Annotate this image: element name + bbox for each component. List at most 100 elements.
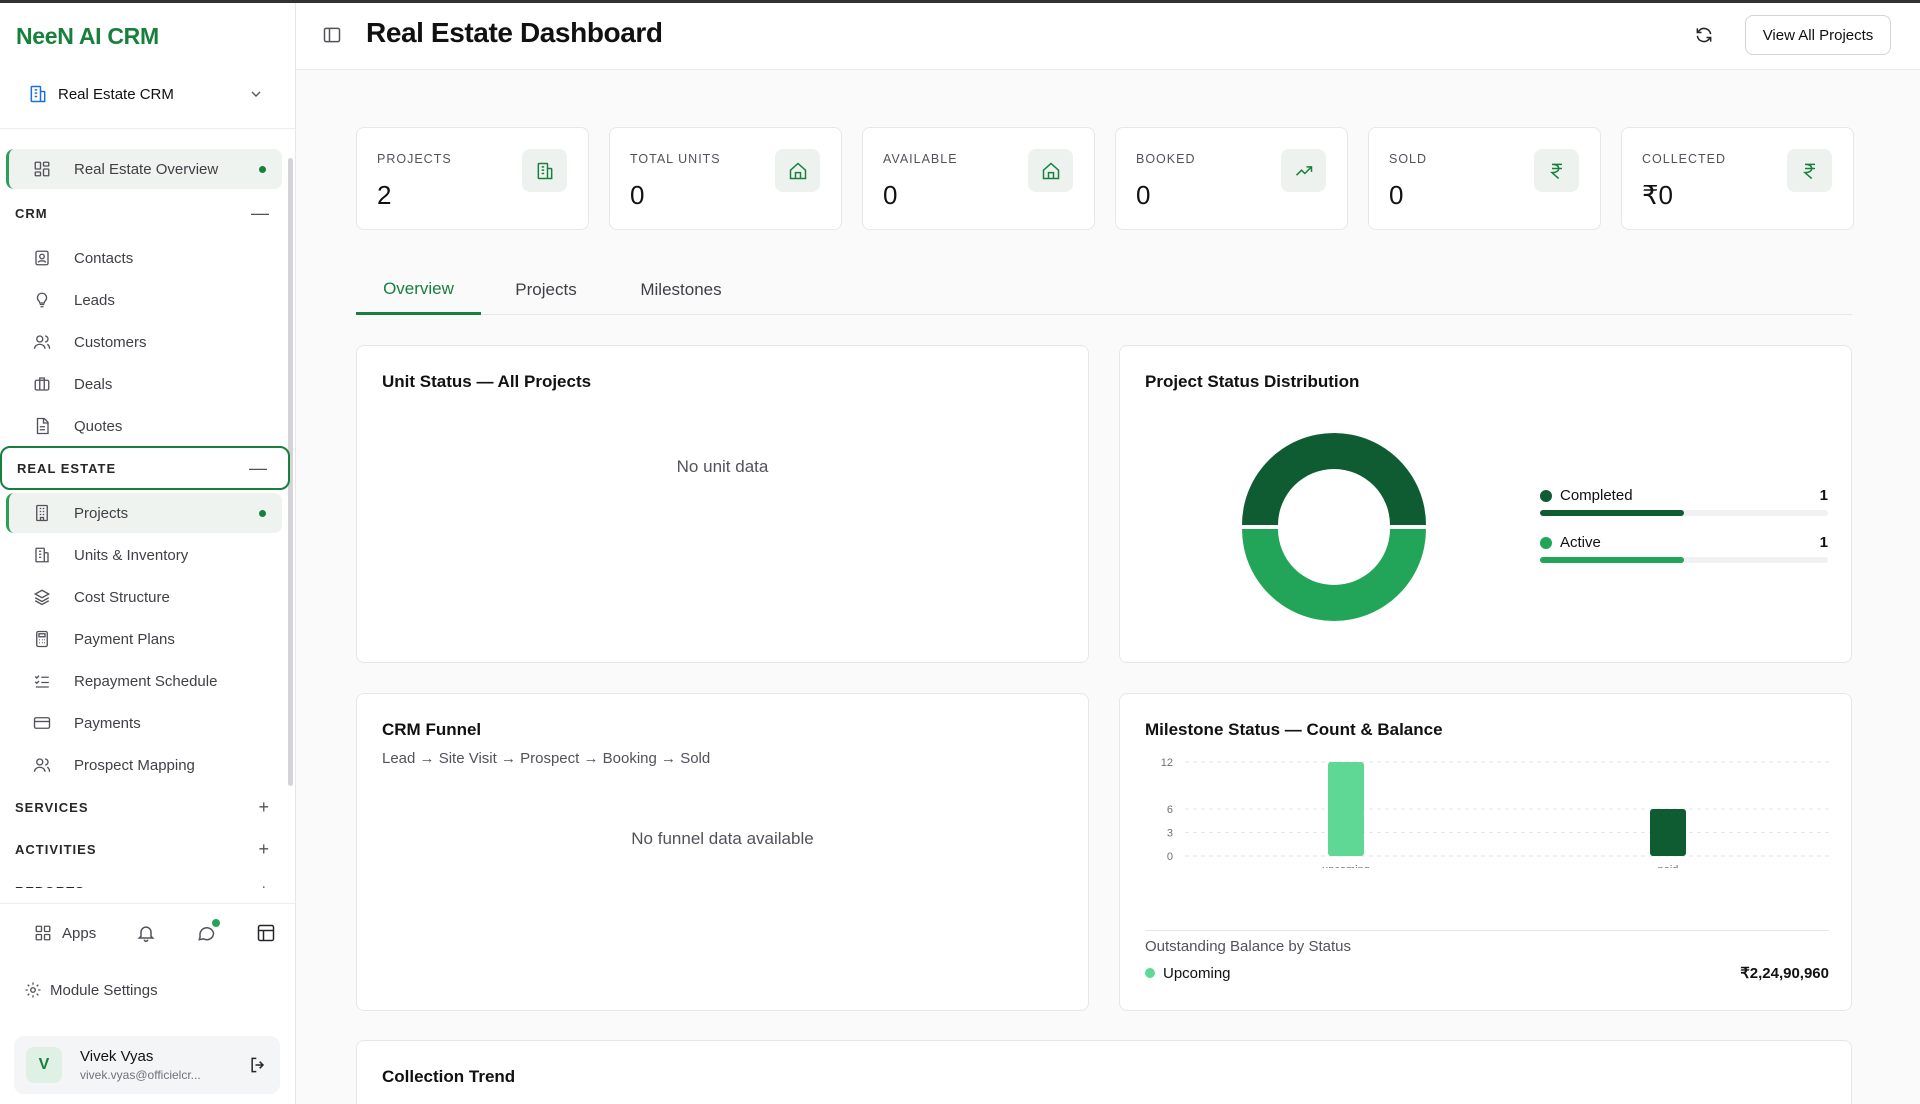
legend-count: 1 bbox=[1819, 534, 1828, 551]
sidebar-item-contacts[interactable]: Contacts bbox=[6, 238, 282, 278]
tab-projects[interactable]: Projects bbox=[515, 280, 577, 299]
sidebar-item-projects[interactable]: Projects bbox=[6, 493, 282, 533]
card-title: Collection Trend bbox=[382, 1067, 516, 1086]
rupee-icon bbox=[1787, 149, 1832, 192]
home-icon bbox=[775, 149, 820, 192]
sidebar-item-cost-structure[interactable]: Cost Structure bbox=[6, 577, 282, 617]
sidebar-item-label: Contacts bbox=[74, 249, 134, 267]
section-real-estate[interactable]: REAL ESTATE — bbox=[0, 446, 290, 490]
stat-card-booked: BOOKED 0 bbox=[1115, 127, 1348, 230]
legend-label: Completed bbox=[1560, 487, 1633, 504]
stat-value: 0 bbox=[630, 180, 645, 210]
tab-overview[interactable]: Overview bbox=[356, 265, 481, 315]
sidebar-item-prospect-mapping[interactable]: Prospect Mapping bbox=[6, 745, 282, 785]
user-card: V Vivek Vyas vivek.vyas@officielcr... bbox=[14, 1036, 280, 1094]
document-icon bbox=[32, 416, 52, 436]
stat-card-projects: PROJECTS 2 bbox=[356, 127, 589, 230]
section-crm[interactable]: CRM — bbox=[0, 193, 290, 233]
notifications-button[interactable] bbox=[136, 923, 156, 943]
card-title: Milestone Status — Count & Balance bbox=[1145, 720, 1443, 739]
tab-milestones[interactable]: Milestones bbox=[640, 280, 722, 299]
stat-label: TOTAL UNITS bbox=[630, 152, 721, 166]
x-tick-label: paid bbox=[1658, 864, 1679, 868]
card-title: CRM Funnel bbox=[382, 720, 482, 739]
sidebar-item-repayment-schedule[interactable]: Repayment Schedule bbox=[6, 661, 282, 701]
credit-card-icon bbox=[32, 713, 52, 733]
stat-label: AVAILABLE bbox=[883, 152, 958, 166]
stat-card-collected: COLLECTED ₹0 bbox=[1621, 127, 1854, 230]
crm-switcher[interactable]: Real Estate CRM bbox=[16, 73, 276, 115]
building-icon bbox=[32, 503, 52, 523]
expand-icon: + bbox=[258, 838, 270, 859]
stat-card-available: AVAILABLE 0 bbox=[862, 127, 1095, 230]
briefcase-icon bbox=[32, 374, 52, 394]
sidebar-item-overview[interactable]: Real Estate Overview bbox=[6, 149, 282, 189]
sidebar-item-units-inventory[interactable]: Units & Inventory bbox=[6, 535, 282, 575]
stat-label: COLLECTED bbox=[1642, 152, 1727, 166]
grid-icon bbox=[34, 924, 52, 942]
collection-trend-card: Collection Trend bbox=[356, 1040, 1852, 1104]
legend-label: Active bbox=[1560, 534, 1601, 551]
sidebar-item-label: Leads bbox=[74, 291, 115, 309]
milestone-status-card: Milestone Status — Count & Balance 0 3 6 12… bbox=[1119, 693, 1852, 1011]
trending-up-icon bbox=[1281, 149, 1326, 192]
legend-swatch bbox=[1540, 536, 1552, 549]
crm-funnel-card: CRM Funnel Lead → Site Visit → Prospect … bbox=[356, 693, 1089, 1011]
donut-chart bbox=[1242, 433, 1426, 621]
sidebar-item-deals[interactable]: Deals bbox=[6, 364, 282, 404]
module-settings-label: Module Settings bbox=[50, 981, 158, 999]
lightbulb-icon bbox=[32, 290, 52, 310]
bar-upcoming[interactable] bbox=[1328, 762, 1364, 856]
section-label: CRM bbox=[15, 205, 48, 221]
sidebar-item-label: Prospect Mapping bbox=[74, 756, 195, 774]
refresh-icon[interactable] bbox=[1694, 25, 1714, 45]
empty-state: No unit data bbox=[676, 457, 769, 476]
sidebar-toggle-icon[interactable] bbox=[322, 25, 342, 45]
section-activities[interactable]: ACTIVITIES + bbox=[0, 829, 290, 869]
users-icon bbox=[32, 332, 52, 352]
sidebar-divider bbox=[0, 128, 295, 129]
progress-fill bbox=[1540, 510, 1684, 516]
section-services[interactable]: SERVICES + bbox=[0, 787, 290, 827]
donut-segment-completed[interactable] bbox=[1242, 433, 1426, 525]
building-icon bbox=[28, 84, 48, 104]
sidebar-item-payment-plans[interactable]: Payment Plans bbox=[6, 619, 282, 659]
progress-fill bbox=[1540, 557, 1684, 563]
dashboard-icon bbox=[32, 159, 52, 179]
sidebar-divider bbox=[0, 903, 295, 904]
project-status-card: Project Status Distribution Completed 1 … bbox=[1119, 345, 1852, 663]
legend-swatch bbox=[1145, 968, 1155, 978]
sidebar-item-payments[interactable]: Payments bbox=[6, 703, 282, 743]
users-icon bbox=[32, 755, 52, 775]
stat-value: 0 bbox=[1389, 180, 1404, 210]
sidebar-item-quotes[interactable]: Quotes bbox=[6, 406, 282, 446]
brand-logo: NeeN AI CRM bbox=[16, 23, 159, 49]
logout-icon[interactable] bbox=[248, 1055, 268, 1075]
sidebar-toolbar: Apps bbox=[0, 908, 295, 958]
sidebar-item-customers[interactable]: Customers bbox=[6, 322, 282, 362]
contact-card-icon bbox=[32, 248, 52, 268]
outstanding-status: Upcoming bbox=[1163, 964, 1231, 982]
layout-button[interactable] bbox=[256, 923, 276, 943]
stat-label: SOLD bbox=[1389, 152, 1428, 166]
chat-button[interactable] bbox=[196, 919, 221, 943]
progress-track bbox=[1540, 557, 1828, 563]
sidebar-scrollbar[interactable] bbox=[288, 158, 293, 786]
stat-card-sold: SOLD 0 bbox=[1368, 127, 1601, 230]
stat-label: BOOKED bbox=[1136, 152, 1196, 166]
gear-icon bbox=[24, 981, 42, 999]
view-all-projects-button[interactable]: View All Projects bbox=[1745, 15, 1891, 55]
y-tick-label: 12 bbox=[1161, 758, 1173, 769]
stat-label: PROJECTS bbox=[377, 152, 452, 166]
outstanding-balance-label: Outstanding Balance by Status bbox=[1145, 938, 1351, 955]
bar-paid[interactable] bbox=[1650, 809, 1686, 856]
avatar[interactable]: V bbox=[26, 1047, 62, 1083]
donut-segment-active[interactable] bbox=[1242, 529, 1426, 621]
module-settings-button[interactable]: Module Settings bbox=[24, 981, 158, 999]
sidebar-item-label: Deals bbox=[74, 375, 113, 393]
apps-button[interactable]: Apps bbox=[34, 924, 96, 942]
sidebar-item-leads[interactable]: Leads bbox=[6, 280, 282, 320]
sidebar-item-label: Customers bbox=[74, 333, 147, 351]
page-header: Real Estate Dashboard View All Projects bbox=[296, 3, 1920, 70]
sidebar-footer-mask bbox=[0, 888, 295, 904]
